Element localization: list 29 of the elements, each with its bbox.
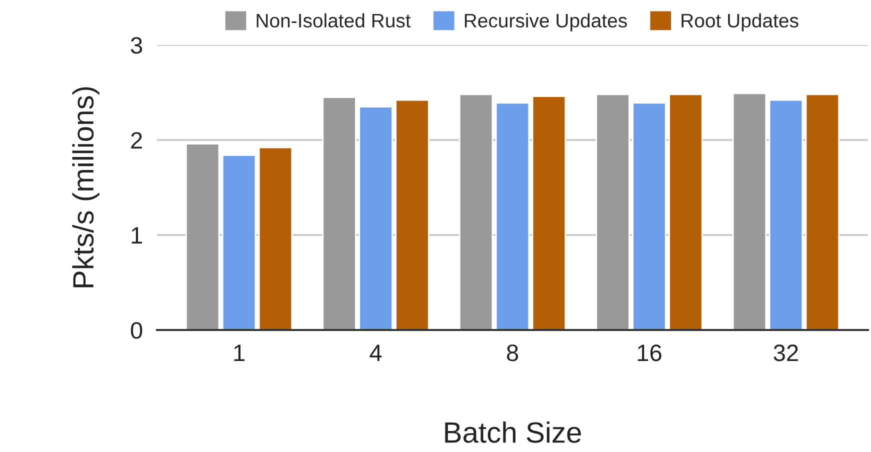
bar — [768, 99, 804, 330]
y-tick-label: 3 — [130, 37, 142, 54]
y-tick-label: 0 — [130, 322, 142, 339]
bar — [222, 154, 256, 330]
x-tick-label: 32 — [774, 344, 798, 362]
bar — [668, 94, 703, 330]
y-tick-label: 2 — [131, 132, 142, 149]
bar — [532, 96, 566, 330]
bar — [805, 94, 840, 330]
x-tick-label: 1 — [234, 344, 244, 361]
bar — [495, 102, 530, 330]
y-tick-label: 1 — [132, 227, 142, 244]
y-axis-title: Pkts/s (millions) — [72, 87, 100, 288]
x-tick-label: 16 — [638, 344, 662, 362]
x-axis-title: Batch Size — [445, 421, 581, 443]
legend-label: Root Updates — [682, 13, 798, 32]
x-tick-label: 8 — [506, 344, 518, 362]
bar — [358, 106, 393, 330]
bar — [185, 143, 220, 330]
bar — [632, 102, 666, 330]
bar — [596, 94, 630, 330]
bar — [322, 96, 356, 330]
legend-label: Non-Isolated Rust — [256, 13, 411, 28]
legend-label: Recursive Updates — [464, 13, 627, 32]
bar — [258, 146, 293, 330]
bar — [395, 99, 430, 330]
bar — [732, 92, 767, 330]
bar — [458, 94, 494, 330]
x-tick-label: 4 — [370, 344, 382, 361]
